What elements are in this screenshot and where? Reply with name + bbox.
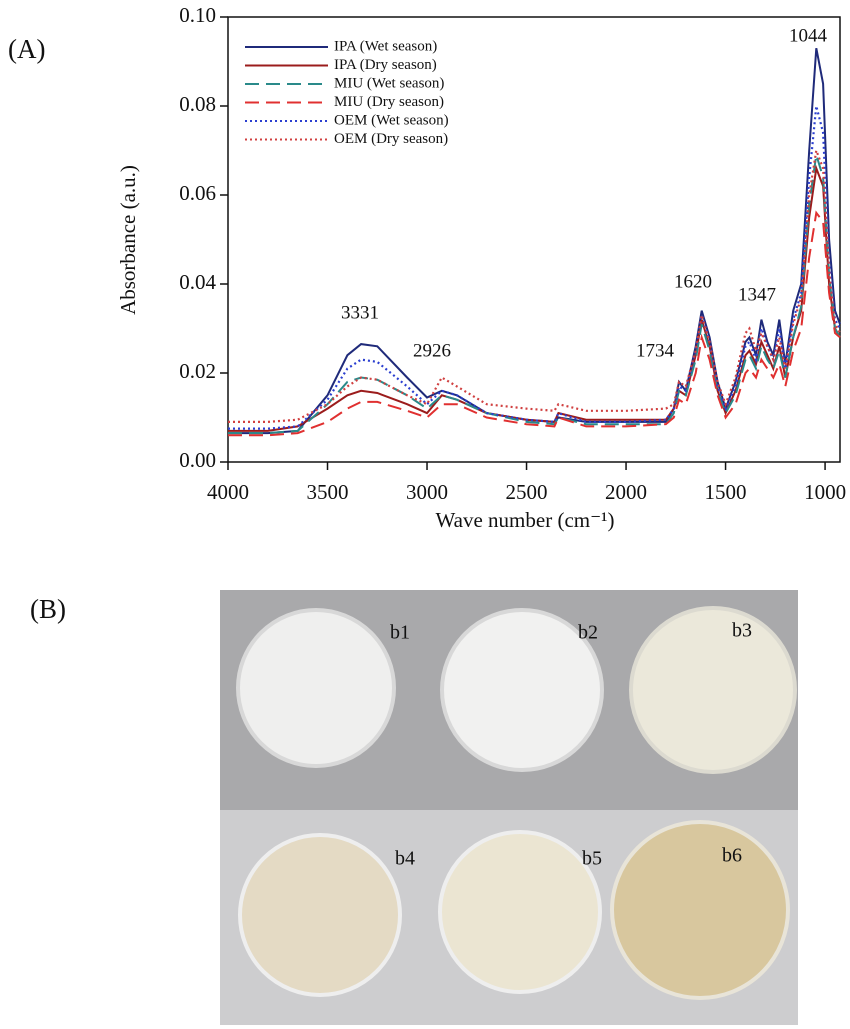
x-tick-label: 3000 [406, 480, 448, 504]
legend-label: MIU (Wet season) [334, 75, 444, 91]
series-line [228, 105, 841, 430]
panel-label: (A) [8, 34, 45, 64]
dish [440, 608, 604, 772]
y-tick-label: 0.06 [179, 181, 216, 205]
dish [236, 608, 396, 768]
series-line [228, 154, 841, 435]
x-tick-label: 1000 [804, 480, 846, 504]
dish [629, 606, 797, 774]
y-tick-label: 0.10 [179, 3, 216, 27]
series-line [228, 210, 841, 437]
photo-label: b6 [722, 845, 742, 867]
photo-label: b5 [582, 848, 602, 870]
legend-label: IPA (Wet season) [334, 38, 437, 54]
photo-label: b4 [395, 848, 415, 870]
x-axis-label: Wave number (cm⁻¹) [436, 508, 615, 532]
x-tick-label: 3500 [307, 480, 349, 504]
series-line [228, 146, 841, 423]
peak-label: 2926 [413, 340, 451, 361]
dish [438, 830, 602, 994]
dish [238, 833, 402, 997]
x-tick-label: 1500 [705, 480, 747, 504]
panel-label: (B) [30, 594, 66, 624]
peak-label: 1620 [674, 271, 712, 292]
legend-label: OEM (Dry season) [334, 131, 448, 147]
y-tick-label: 0.00 [179, 448, 216, 472]
peak-label: 1044 [789, 25, 828, 46]
y-tick-label: 0.04 [179, 270, 216, 294]
plot-frame [227, 16, 841, 463]
legend-label: IPA (Dry season) [334, 57, 437, 73]
photo-label: b2 [578, 622, 598, 644]
photo-label: b3 [732, 620, 752, 642]
peak-label: 3331 [341, 302, 379, 323]
photo-label: b1 [390, 622, 410, 644]
y-tick-label: 0.08 [179, 92, 216, 116]
legend-label: MIU (Dry season) [334, 94, 444, 110]
dish [610, 820, 790, 1000]
x-tick-label: 2500 [506, 480, 548, 504]
x-tick-label: 4000 [207, 480, 249, 504]
series-line [228, 48, 841, 435]
y-tick-label: 0.02 [179, 359, 216, 383]
y-axis-label: Absorbance (a.u.) [116, 165, 140, 315]
peak-label: 1347 [738, 284, 776, 305]
legend-label: OEM (Wet season) [334, 112, 449, 128]
photo-panel [220, 590, 798, 1025]
peak-label: 1734 [636, 340, 675, 361]
x-tick-label: 2000 [605, 480, 647, 504]
